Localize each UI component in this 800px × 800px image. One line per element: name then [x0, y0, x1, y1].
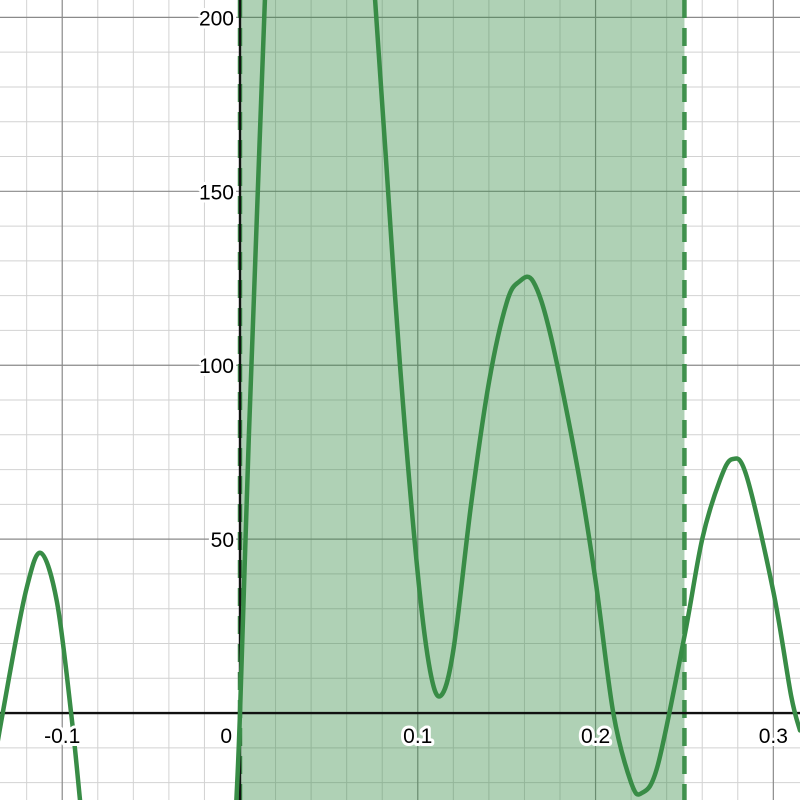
- y-tick-label: 100: [199, 355, 234, 378]
- x-tick-label: 0.1: [403, 725, 432, 748]
- x-tick-label: -0.1: [44, 725, 80, 748]
- y-tick-label: 150: [199, 181, 234, 204]
- x-tick-label: 0.2: [581, 725, 610, 748]
- shaded-region: [237, 0, 687, 800]
- shaded-area: [240, 0, 685, 800]
- function-curve: [372, 0, 800, 797]
- function-curve: [0, 550, 83, 800]
- x-tick-label: 0.3: [759, 725, 788, 748]
- y-tick-label: 200: [199, 7, 234, 30]
- y-tick-label: 50: [211, 529, 234, 552]
- x-tick-label: 0: [220, 725, 232, 748]
- tick-labels: -0.1 0 0.1 0.2 0.3 50 100 150 200: [41, 4, 791, 751]
- function-curve: [234, 0, 268, 800]
